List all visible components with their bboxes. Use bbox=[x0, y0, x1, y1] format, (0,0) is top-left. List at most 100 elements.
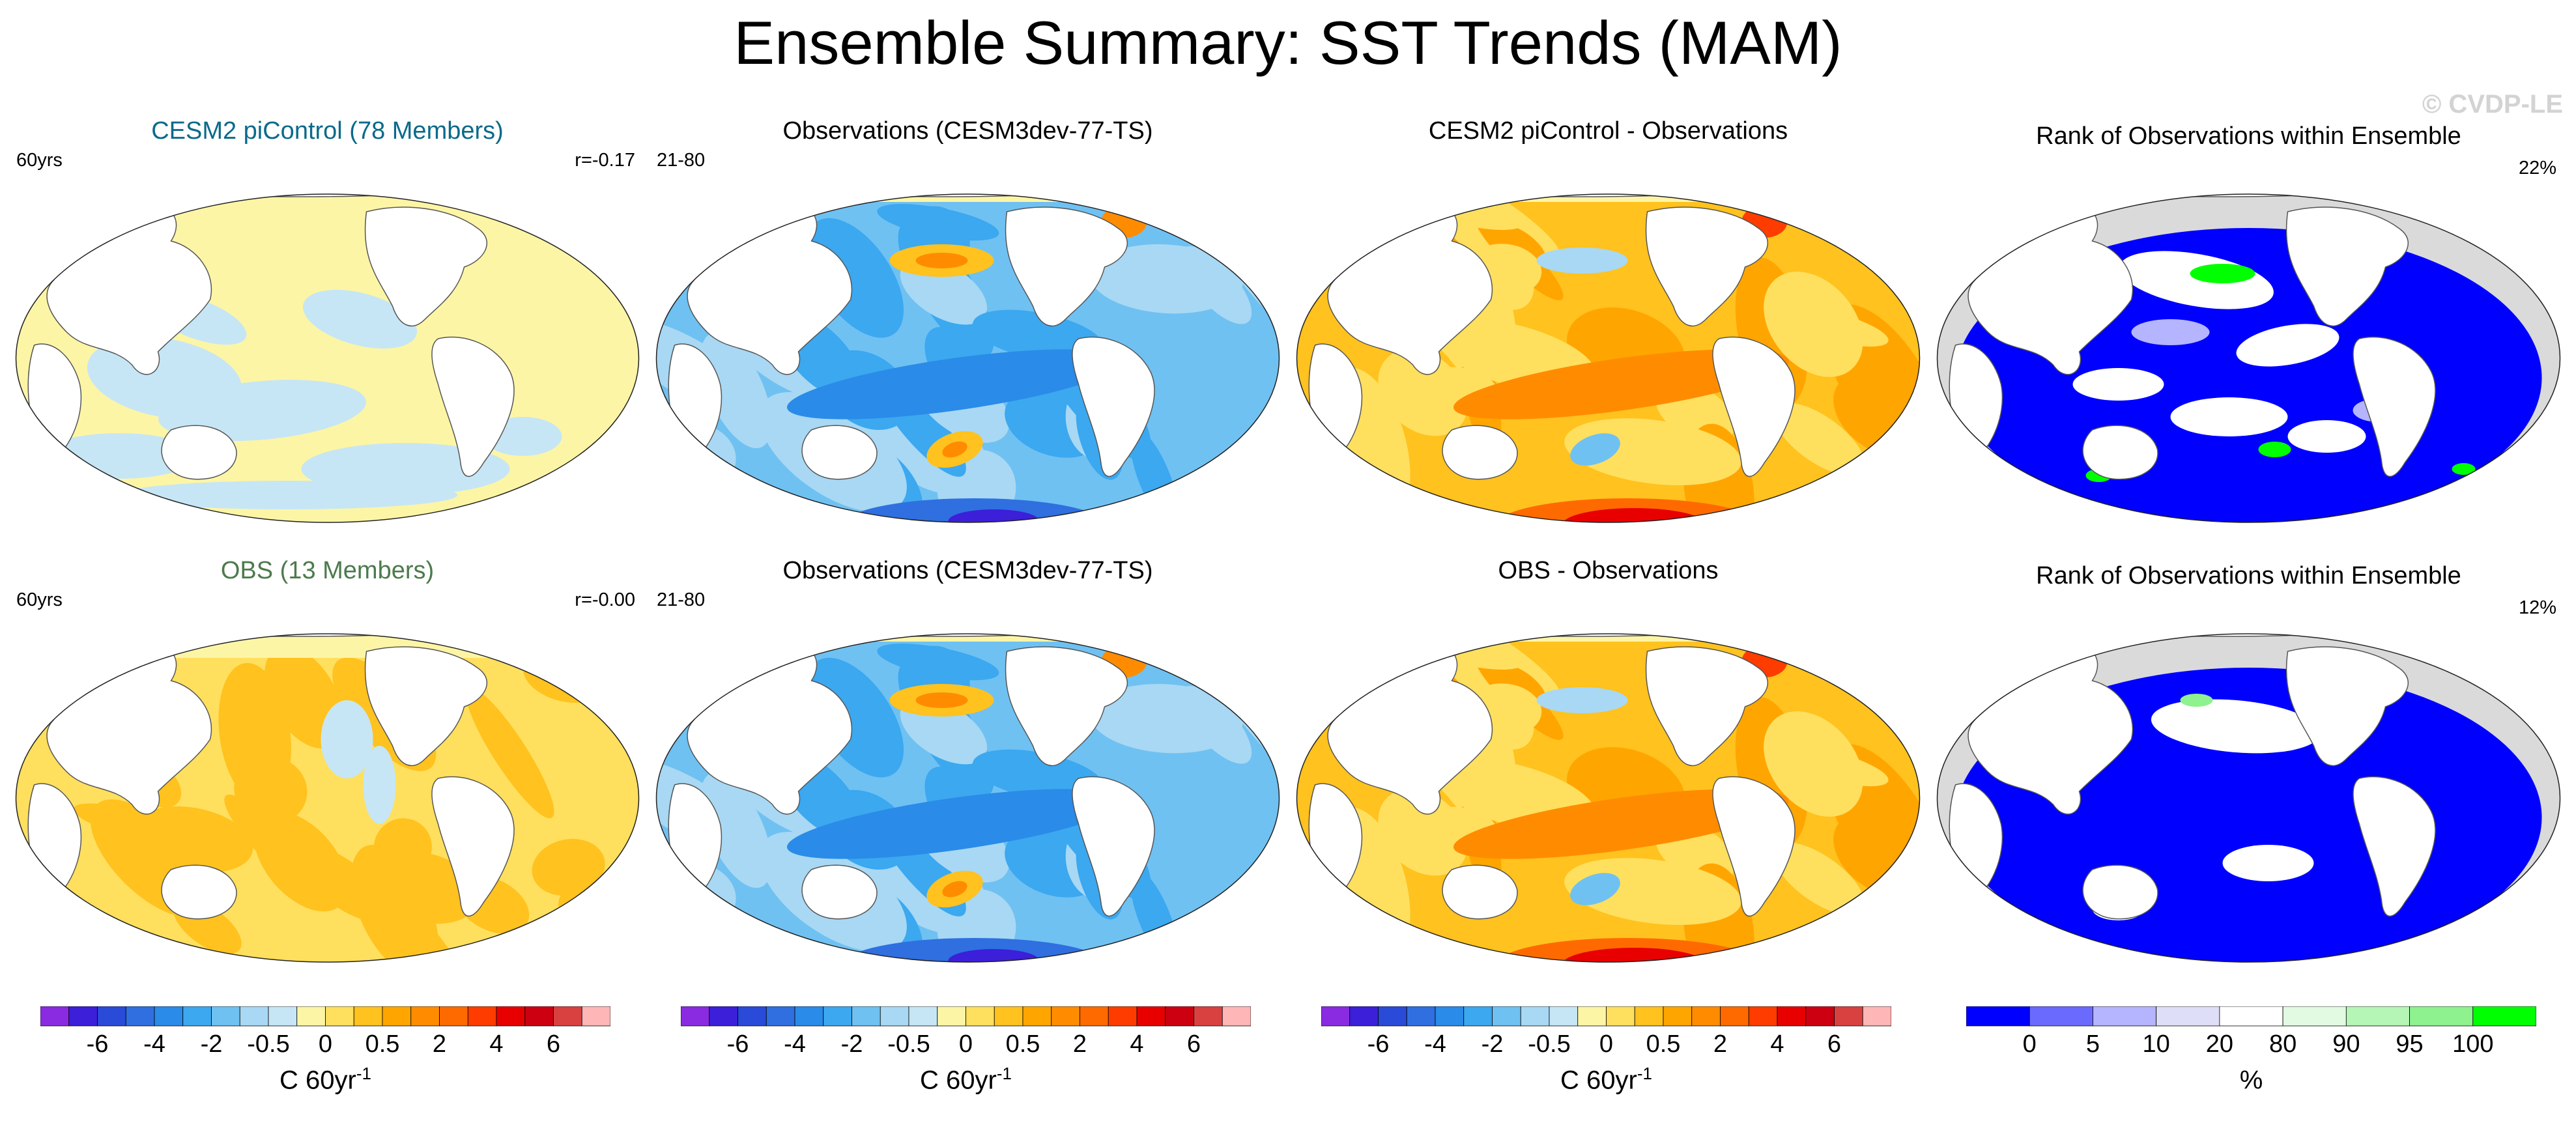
panel-cesm2-ensemble-mean: CESM2 piControl (78 Members) 60yrs r=-0.… bbox=[10, 117, 645, 567]
colorbar-tick-label: 2 bbox=[433, 1030, 446, 1058]
colorbar-tick-label: 0.5 bbox=[365, 1030, 400, 1058]
panel-difference: CESM2 piControl - Observations bbox=[1291, 117, 1926, 567]
map-cesm2-ensemble-mean bbox=[15, 193, 640, 523]
colorbar-tick-label: -0.5 bbox=[1528, 1030, 1570, 1058]
colorbar-swatch bbox=[1080, 1006, 1109, 1027]
colorbar-swatch bbox=[1520, 1006, 1550, 1027]
colorbar-tick-label: -2 bbox=[1481, 1030, 1504, 1058]
colorbar-tick-label: 6 bbox=[1827, 1030, 1841, 1058]
colorbar-swatch bbox=[1492, 1006, 1521, 1027]
colorbar-scale: -6 -4 -2 -0.5 0 0.5 2 4 6 bbox=[40, 1006, 611, 1058]
rank-percent-label: 12% bbox=[2518, 597, 2556, 618]
panel-rank: Rank of Observations within Ensemble 22% bbox=[1931, 117, 2566, 567]
period-label: 60yrs bbox=[16, 589, 63, 610]
colorbar-tick-label: -6 bbox=[1367, 1030, 1390, 1058]
colorbar-tick-label: 0.5 bbox=[1646, 1030, 1681, 1058]
colorbar-swatch bbox=[680, 1006, 710, 1027]
colorbar-tick-label: 4 bbox=[489, 1030, 503, 1058]
colorbar-swatch bbox=[1720, 1006, 1749, 1027]
colorbar-scale: -6 -4 -2 -0.5 0 0.5 2 4 6 bbox=[680, 1006, 1252, 1058]
colorbar-swatch bbox=[382, 1006, 412, 1027]
colorbar-label: C 60yr-1 bbox=[1560, 1064, 1652, 1095]
map-observations bbox=[655, 193, 1280, 523]
colorbar-swatch bbox=[1606, 1006, 1635, 1027]
colorbar-tick-label: 0 bbox=[1599, 1030, 1613, 1058]
colorbar-swatch bbox=[467, 1006, 497, 1027]
colorbar-tick-label: 5 bbox=[2086, 1030, 2100, 1058]
colorbar-tick-label: 95 bbox=[2396, 1030, 2423, 1058]
colorbar-tick-label: 100 bbox=[2452, 1030, 2493, 1058]
colorbar-swatch bbox=[1136, 1006, 1166, 1027]
colorbar-swatch bbox=[553, 1006, 582, 1027]
period-label: 21-80 bbox=[657, 589, 706, 610]
colorbar-swatch bbox=[2029, 1006, 2093, 1027]
colorbar-swatch bbox=[125, 1006, 155, 1027]
colorbar-tick-label: 6 bbox=[547, 1030, 560, 1058]
colorbar-tick-label: -4 bbox=[143, 1030, 165, 1058]
colorbar-swatch bbox=[1378, 1006, 1407, 1027]
colorbar-swatch bbox=[1663, 1006, 1693, 1027]
colorbar-swatch bbox=[182, 1006, 212, 1027]
colorbar-tick-label: 0 bbox=[2023, 1030, 2037, 1058]
colorbar-swatch bbox=[852, 1006, 881, 1027]
period-label: 60yrs bbox=[16, 150, 63, 171]
panel-difference: OBS - Observations bbox=[1291, 557, 1926, 1006]
colorbar-swatch bbox=[325, 1006, 354, 1027]
map-obs-ensemble-mean bbox=[15, 633, 640, 963]
colorbar-swatch bbox=[1748, 1006, 1778, 1027]
colorbar-swatch bbox=[994, 1006, 1023, 1027]
colorbar-tick-label: 0.5 bbox=[1006, 1030, 1040, 1058]
colorbar-swatch bbox=[1966, 1006, 2030, 1027]
colorbar-swatch bbox=[1022, 1006, 1052, 1027]
colorbar-tick-label: 80 bbox=[2269, 1030, 2297, 1058]
colorbar-swatch bbox=[1577, 1006, 1607, 1027]
colorbar-swatch bbox=[709, 1006, 738, 1027]
colorbar-tick-label: -4 bbox=[784, 1030, 806, 1058]
panel-observations: Observations (CESM3dev-77-TS) 21-80 bbox=[650, 117, 1285, 567]
colorbar-rank: 0 5 10 20 80 90 95 100 % bbox=[1966, 1006, 2537, 1120]
colorbar-swatch bbox=[2345, 1006, 2410, 1027]
panel-title: Observations (CESM3dev-77-TS) bbox=[782, 117, 1153, 145]
colorbar-swatch bbox=[1862, 1006, 1892, 1027]
map-difference bbox=[1296, 193, 1921, 523]
colorbar-swatch bbox=[268, 1006, 298, 1027]
colorbar-swatch bbox=[737, 1006, 767, 1027]
colorbar-swatch bbox=[1549, 1006, 1579, 1027]
colorbar-swatch bbox=[2093, 1006, 2157, 1027]
colorbar-tick-label: 2 bbox=[1073, 1030, 1087, 1058]
colorbar-swatch bbox=[2156, 1006, 2220, 1027]
colorbar-swatch bbox=[524, 1006, 554, 1027]
colorbar-swatch bbox=[211, 1006, 240, 1027]
colorbar-swatch bbox=[239, 1006, 269, 1027]
colorbar-swatch bbox=[581, 1006, 611, 1027]
panel-observations: Observations (CESM3dev-77-TS) 21-80 bbox=[650, 557, 1285, 1006]
figure-title: Ensemble Summary: SST Trends (MAM) bbox=[734, 8, 1842, 77]
colorbar-swatch bbox=[1194, 1006, 1223, 1027]
colorbar-swatch bbox=[296, 1006, 326, 1027]
panel-obs-ensemble-mean: OBS (13 Members) 60yrs r=-0.00 bbox=[10, 557, 645, 1006]
colorbar-swatch bbox=[823, 1006, 852, 1027]
colorbar-trend: -6 -4 -2 -0.5 0 0.5 2 4 6 C 60yr-1 bbox=[680, 1006, 1252, 1120]
rank-percent-label: 22% bbox=[2518, 158, 2556, 178]
colorbar-tick-label: 20 bbox=[2206, 1030, 2233, 1058]
colorbar-swatch bbox=[794, 1006, 824, 1027]
colorbar-swatch bbox=[1321, 1006, 1351, 1027]
colorbar-swatch bbox=[937, 1006, 966, 1027]
colorbar-swatch bbox=[908, 1006, 938, 1027]
period-label: 21-80 bbox=[657, 150, 706, 171]
panel-title: Rank of Observations within Ensemble bbox=[2036, 562, 2461, 589]
colorbar-scale: -6 -4 -2 -0.5 0 0.5 2 4 6 bbox=[1321, 1006, 1892, 1058]
colorbar-label: C 60yr-1 bbox=[279, 1064, 371, 1095]
colorbar-swatch bbox=[1222, 1006, 1252, 1027]
panel-title: CESM2 piControl - Observations bbox=[1428, 117, 1788, 145]
colorbar-swatch bbox=[2409, 1006, 2474, 1027]
colorbar-tick-label: 2 bbox=[1713, 1030, 1727, 1058]
colorbar-swatch bbox=[1634, 1006, 1664, 1027]
colorbar-swatch bbox=[68, 1006, 98, 1027]
colorbar-tick-label: -2 bbox=[201, 1030, 223, 1058]
map-difference bbox=[1296, 633, 1921, 963]
colorbar-tick-label: 0 bbox=[959, 1030, 973, 1058]
panel-title: Observations (CESM3dev-77-TS) bbox=[782, 557, 1153, 584]
colorbar-swatch bbox=[766, 1006, 795, 1027]
map-rank bbox=[1936, 633, 2561, 963]
